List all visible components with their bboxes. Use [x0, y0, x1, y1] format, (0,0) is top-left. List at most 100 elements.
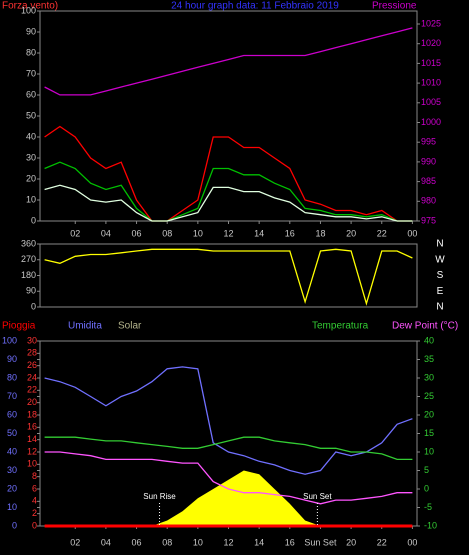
legend-label: Dew Point (°C): [392, 321, 458, 332]
y-tick-label: 30: [27, 335, 37, 345]
x-tick-label: 06: [132, 228, 142, 238]
y-tick-label: 0: [12, 520, 17, 530]
y-tick-label: 20: [424, 409, 434, 419]
y-tick-label: 16: [27, 422, 37, 432]
y-tick-label: 28: [27, 348, 37, 358]
y-tick-label: 1015: [421, 58, 441, 68]
compass-label: S: [437, 270, 444, 281]
legend-label: Temperatura: [312, 321, 369, 332]
y-tick-label: 990: [421, 156, 436, 166]
y-tick-label: -5: [424, 502, 432, 512]
x-tick-label: 00: [407, 228, 417, 238]
x-tick-label: 16: [285, 537, 295, 547]
y-tick-label: 1025: [421, 18, 441, 28]
x-tick-label: 10: [193, 537, 203, 547]
y-tick-label: 24: [27, 372, 37, 382]
x-tick-label: 10: [193, 228, 203, 238]
x-tick-label: 02: [70, 537, 80, 547]
area: [44, 470, 413, 526]
y-tick-label: 14: [27, 434, 37, 444]
x-tick-label: 20: [346, 228, 356, 238]
x-tick-label: 08: [162, 228, 172, 238]
y-tick-label: 0: [31, 301, 36, 311]
x-tick-label: 22: [377, 537, 387, 547]
y-tick-label: 980: [421, 196, 436, 206]
x-tick-label: 12: [223, 228, 233, 238]
y-tick-label: 1020: [421, 38, 441, 48]
x-tick-label: Sun Set: [304, 537, 337, 547]
x-tick-label: 14: [254, 537, 264, 547]
legend-label: Umidita: [68, 321, 102, 332]
line: [44, 125, 413, 222]
y-tick-label: 5: [424, 465, 429, 475]
y-tick-label: 0: [424, 483, 429, 493]
y-tick-label: 1010: [421, 77, 441, 87]
y-tick-label: 15: [424, 428, 434, 438]
x-tick-label: 04: [101, 228, 111, 238]
y-tick-label: 1005: [421, 97, 441, 107]
y-tick-label: 80: [26, 47, 36, 57]
y-tick-label: 70: [26, 68, 36, 78]
plot-frame: [39, 243, 418, 308]
y-tick-label: 975: [421, 215, 436, 225]
y-tick-label: 10: [27, 459, 37, 469]
y-tick-label: 1000: [421, 117, 441, 127]
x-tick-label: 16: [285, 228, 295, 238]
y-tick-label: 18: [27, 409, 37, 419]
y-tick-label: 995: [421, 137, 436, 147]
y-tick-label: 70: [7, 391, 17, 401]
y-tick-label: 40: [424, 335, 434, 345]
y-tick-label: 60: [26, 89, 36, 99]
y-tick-label: 0: [31, 215, 36, 225]
y-tick-label: 26: [27, 360, 37, 370]
compass-label: W: [435, 254, 445, 265]
y-tick-label: 60: [7, 409, 17, 419]
line: [44, 27, 413, 96]
y-tick-label: 90: [26, 286, 36, 296]
y-tick-label: 100: [21, 5, 36, 15]
y-tick-label: 8: [32, 471, 37, 481]
y-tick-label: 985: [421, 176, 436, 186]
axis-title: Forza vento): [2, 1, 58, 12]
y-tick-label: 20: [7, 483, 17, 493]
y-tick-label: 30: [7, 465, 17, 475]
y-tick-label: 40: [26, 131, 36, 141]
y-tick-label: 50: [7, 428, 17, 438]
y-tick-label: 10: [424, 446, 434, 456]
plot-frame: [39, 10, 418, 222]
y-tick-label: 50: [26, 110, 36, 120]
x-tick-label: 06: [132, 537, 142, 547]
y-tick-label: 90: [26, 26, 36, 36]
x-tick-label: 20: [346, 537, 356, 547]
x-tick-label: 12: [223, 537, 233, 547]
y-tick-label: 40: [7, 446, 17, 456]
y-tick-label: 0: [32, 520, 37, 530]
legend-label: Solar: [118, 321, 142, 332]
y-tick-label: 90: [7, 354, 17, 364]
legend-label: Pioggia: [2, 321, 36, 332]
x-tick-label: 02: [70, 228, 80, 238]
compass-label: N: [436, 239, 443, 250]
y-tick-label: 10: [26, 194, 36, 204]
compass-label: N: [436, 302, 443, 313]
y-tick-label: 22: [27, 385, 37, 395]
y-tick-label: 6: [32, 483, 37, 493]
y-tick-label: 30: [26, 152, 36, 162]
annotation: Sun Rise: [143, 492, 176, 501]
y-tick-label: -10: [424, 520, 437, 530]
x-tick-label: 14: [254, 228, 264, 238]
line: [44, 248, 413, 306]
annotation: Sun Set: [303, 492, 332, 501]
y-tick-label: 4: [32, 496, 37, 506]
y-tick-label: 20: [26, 173, 36, 183]
chart-title: 24 hour graph data: 11 Febbraio 2019: [171, 1, 339, 12]
line: [44, 366, 413, 475]
x-tick-label: 18: [315, 228, 325, 238]
y-tick-label: 180: [21, 270, 36, 280]
line: [44, 451, 413, 505]
line: [44, 436, 413, 461]
x-tick-label: 08: [162, 537, 172, 547]
y-tick-label: 30: [424, 372, 434, 382]
